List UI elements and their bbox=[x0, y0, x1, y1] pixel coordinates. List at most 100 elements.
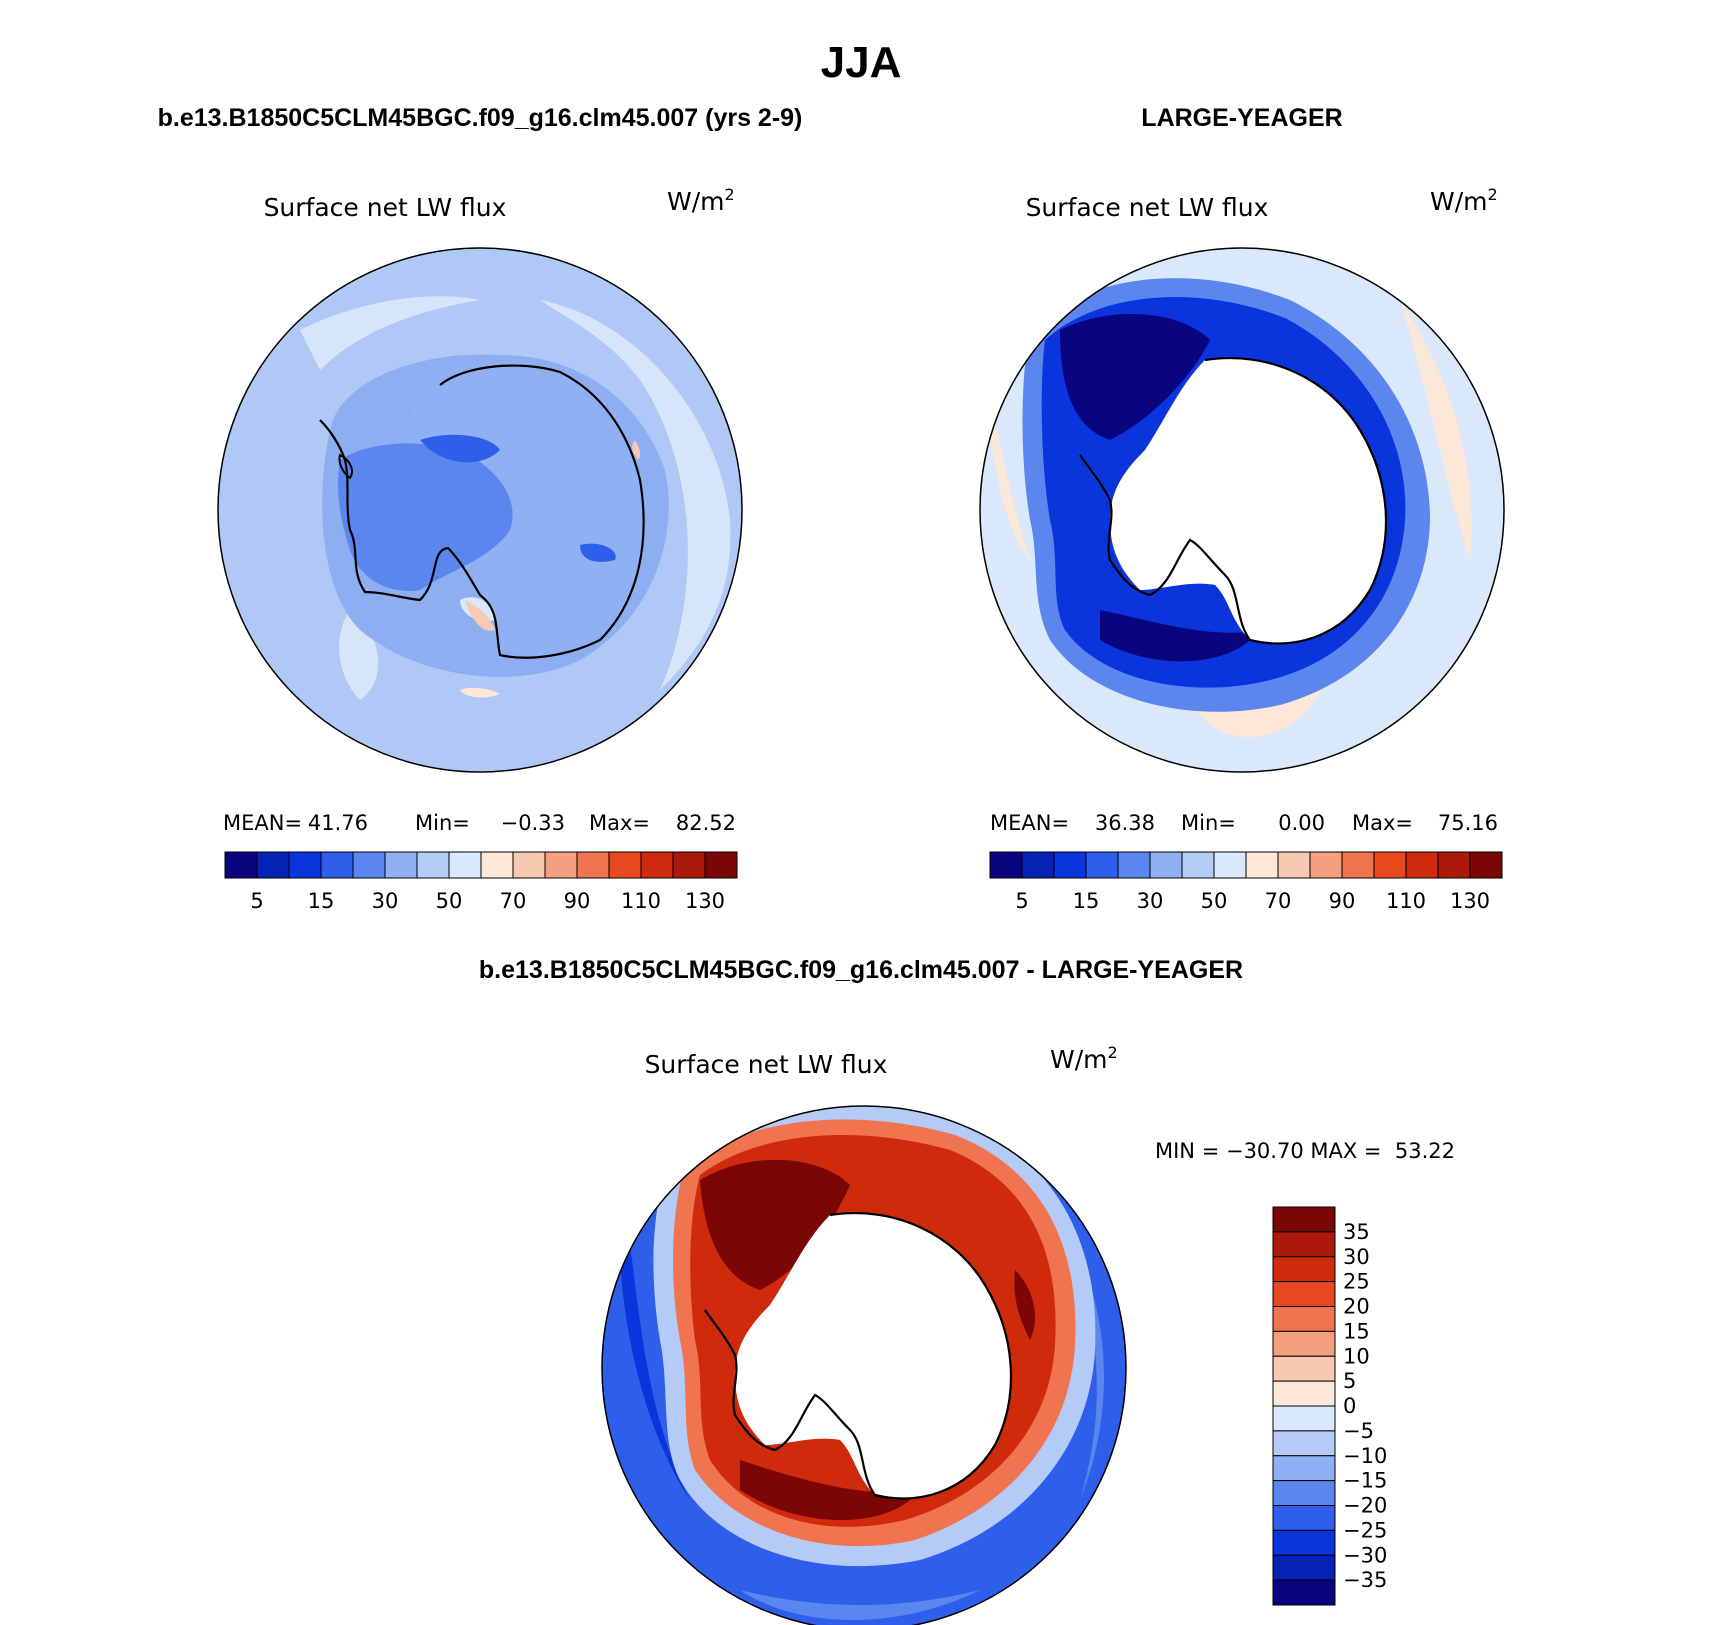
colorbar-tick-label: 15 bbox=[1073, 889, 1100, 913]
panel-model-mean-label: MEAN= bbox=[223, 811, 302, 835]
colorbar-tick-label: −25 bbox=[1343, 1518, 1387, 1542]
panel-model-map bbox=[217, 247, 743, 773]
panel-diff: b.e13.B1850C5CLM45BGC.f09_g16.clm45.007 … bbox=[479, 956, 1455, 1625]
panel-obs-min-label: Min= bbox=[1181, 811, 1236, 835]
colorbar-swatch bbox=[1272, 1231, 1336, 1258]
colorbar-swatch bbox=[989, 851, 1023, 879]
panel-diff-units: W/m2 bbox=[1050, 1043, 1118, 1074]
panel-obs-stats: MEAN= 36.38 Min= 0.00 Max= 75.16 bbox=[990, 811, 1498, 835]
panel-obs-colorbar: 5 15 30 50 70 90 110 130 bbox=[989, 851, 1503, 913]
colorbar-swatch bbox=[1053, 851, 1087, 879]
colorbar-swatch bbox=[416, 851, 450, 879]
colorbar-swatch bbox=[1213, 851, 1247, 879]
figure-title: JJA bbox=[821, 38, 902, 87]
colorbar-swatch bbox=[704, 851, 738, 879]
colorbar-swatch bbox=[672, 851, 706, 879]
panel-diff-map bbox=[601, 1105, 1127, 1625]
colorbar-tick-label: 10 bbox=[1343, 1344, 1370, 1368]
panel-obs-units: W/m2 bbox=[1430, 185, 1498, 216]
colorbar-swatch bbox=[1272, 1480, 1336, 1506]
colorbar-tick-label: −30 bbox=[1343, 1543, 1387, 1567]
colorbar-swatch bbox=[1149, 851, 1183, 879]
colorbar-swatch bbox=[1272, 1579, 1336, 1606]
panel-obs-globe bbox=[979, 247, 1505, 773]
colorbar-tick-label: 30 bbox=[372, 889, 399, 913]
colorbar-swatch bbox=[1272, 1430, 1336, 1457]
colorbar-tick-label: 90 bbox=[1329, 889, 1356, 913]
colorbar-swatch bbox=[1373, 851, 1407, 879]
colorbar-tick-label: 30 bbox=[1343, 1245, 1370, 1269]
panel-obs-mean-label: MEAN= bbox=[990, 811, 1069, 835]
colorbar-swatch bbox=[384, 851, 418, 879]
colorbar-swatch bbox=[256, 851, 290, 879]
colorbar-tick-label: 25 bbox=[1343, 1270, 1370, 1294]
colorbar-swatch bbox=[1272, 1554, 1336, 1581]
panel-model-stats: MEAN= 41.76 Min= −0.33 Max= 82.52 bbox=[223, 811, 736, 835]
colorbar-swatch bbox=[640, 851, 674, 879]
panel-obs-map bbox=[979, 247, 1505, 773]
colorbar-swatch bbox=[1272, 1380, 1336, 1407]
colorbar-tick-label: 50 bbox=[436, 889, 463, 913]
colorbar-tick-label: 5 bbox=[1343, 1369, 1356, 1393]
panel-diff-variable: Surface net LW flux bbox=[645, 1050, 888, 1079]
colorbar-swatch bbox=[288, 851, 322, 879]
colorbar-tick-label: 0 bbox=[1343, 1394, 1356, 1418]
colorbar-tick-label: 130 bbox=[685, 889, 725, 913]
panel-model-mean-value: 41.76 bbox=[308, 811, 368, 835]
colorbar-swatch bbox=[544, 851, 578, 879]
panel-model-colorbar: 5 15 30 50 70 90 110 130 bbox=[224, 851, 738, 913]
panel-diff-globe bbox=[601, 1105, 1127, 1625]
panel-model-variable: Surface net LW flux bbox=[264, 193, 507, 222]
panel-obs-min-value: 0.00 bbox=[1278, 811, 1325, 835]
colorbar-swatch bbox=[1272, 1455, 1336, 1482]
panel-model-units: W/m2 bbox=[667, 185, 735, 216]
colorbar-tick-label: 5 bbox=[250, 889, 263, 913]
colorbar-tick-label: 110 bbox=[621, 889, 661, 913]
colorbar-swatch bbox=[1272, 1256, 1336, 1283]
colorbar-swatch bbox=[1272, 1505, 1336, 1531]
panel-model-min-label: Min= bbox=[415, 811, 470, 835]
colorbar-swatch bbox=[608, 851, 642, 879]
colorbar-swatch bbox=[1245, 851, 1279, 879]
panel-obs-max-label: Max= bbox=[1352, 811, 1413, 835]
colorbar-tick-label: 130 bbox=[1450, 889, 1490, 913]
colorbar-swatch bbox=[352, 851, 386, 879]
colorbar-tick-label: −10 bbox=[1343, 1444, 1387, 1468]
panel-diff-stats: MIN = −30.70 MAX = 53.22 bbox=[1155, 1139, 1455, 1163]
colorbar-swatch bbox=[320, 851, 354, 879]
colorbar-tick-label: 35 bbox=[1343, 1220, 1370, 1244]
colorbar-swatch bbox=[1272, 1529, 1336, 1556]
colorbar-swatch bbox=[512, 851, 546, 879]
colorbar-swatch bbox=[1437, 851, 1471, 879]
panel-obs-case-title: LARGE-YEAGER bbox=[1141, 104, 1342, 132]
colorbar-tick-label: 20 bbox=[1343, 1295, 1370, 1319]
colorbar-swatch bbox=[480, 851, 514, 879]
colorbar-swatch bbox=[1469, 851, 1503, 879]
colorbar-swatch bbox=[576, 851, 610, 879]
panel-model-case-title: b.e13.B1850C5CLM45BGC.f09_g16.clm45.007 … bbox=[158, 104, 803, 132]
panel-obs-mean-value: 36.38 bbox=[1095, 811, 1155, 835]
colorbar-swatch bbox=[1272, 1206, 1336, 1233]
colorbar-swatch bbox=[1021, 851, 1055, 879]
colorbar-swatch bbox=[1085, 851, 1119, 879]
panel-obs-variable: Surface net LW flux bbox=[1026, 193, 1269, 222]
colorbar-swatch bbox=[1272, 1330, 1336, 1357]
colorbar-tick-label: 5 bbox=[1015, 889, 1028, 913]
panel-obs: LARGE-YEAGER Surface net LW flux W/m2 ME bbox=[979, 104, 1505, 913]
colorbar-tick-label: 70 bbox=[500, 889, 527, 913]
colorbar-swatch bbox=[1277, 851, 1311, 879]
colorbar-swatch bbox=[1341, 851, 1375, 879]
colorbar-tick-label: 110 bbox=[1386, 889, 1426, 913]
colorbar-tick-label: 90 bbox=[564, 889, 591, 913]
colorbar-tick-label: −5 bbox=[1343, 1419, 1374, 1443]
colorbar-swatch bbox=[1405, 851, 1439, 879]
colorbar-tick-label: 15 bbox=[1343, 1319, 1370, 1343]
colorbar-swatch bbox=[1117, 851, 1151, 879]
panel-model-globe bbox=[217, 247, 743, 773]
panel-model: b.e13.B1850C5CLM45BGC.f09_g16.clm45.007 … bbox=[158, 104, 803, 913]
colorbar-swatch bbox=[1272, 1405, 1336, 1432]
colorbar-tick-label: −35 bbox=[1343, 1568, 1387, 1592]
colorbar-tick-label: −20 bbox=[1343, 1494, 1387, 1518]
colorbar-tick-label: 70 bbox=[1265, 889, 1292, 913]
